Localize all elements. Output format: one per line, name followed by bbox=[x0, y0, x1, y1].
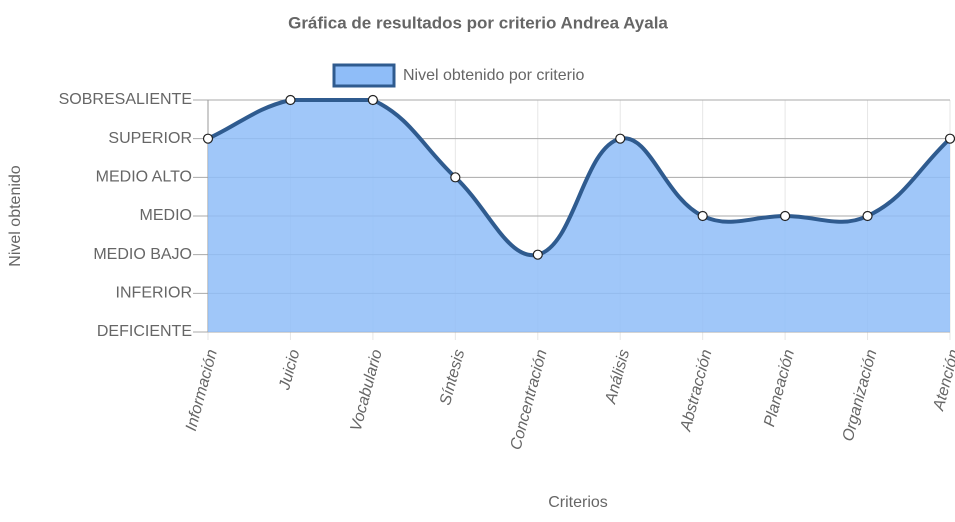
point bbox=[450, 172, 461, 183]
area bbox=[208, 100, 950, 332]
x-tick-label: Abstracción bbox=[677, 348, 715, 434]
x-tick-label: Planeación bbox=[761, 348, 798, 429]
line bbox=[207, 97, 952, 258]
x-tick-label: Vocabulario bbox=[348, 348, 386, 434]
y-tick-label: MEDIO BAJO bbox=[93, 246, 192, 263]
x-tick-label: Organización bbox=[840, 348, 881, 444]
point bbox=[780, 210, 791, 222]
x-tick-label: Atención bbox=[930, 348, 955, 414]
y-tick-label: SUPERIOR bbox=[108, 130, 192, 147]
x-tick-label: Juicio bbox=[276, 348, 303, 393]
point bbox=[367, 94, 378, 106]
point bbox=[202, 133, 214, 144]
point bbox=[944, 133, 955, 144]
y-tick-label: DEFICIENTE bbox=[97, 323, 192, 340]
legend-swatch bbox=[332, 63, 396, 88]
y-tick-label: MEDIO ALTO bbox=[96, 169, 192, 186]
point bbox=[862, 210, 873, 222]
x-axis-title: Criterios bbox=[548, 494, 608, 511]
y-axis-title: Nivel obtenido bbox=[7, 165, 24, 267]
point bbox=[285, 94, 296, 106]
x-tick-label: Síntesis bbox=[437, 348, 468, 407]
point bbox=[697, 210, 708, 222]
x-tick-label: Concentración bbox=[508, 348, 551, 452]
y-tick-label: INFERIOR bbox=[116, 285, 192, 302]
x-tick-label: Análisis bbox=[602, 348, 633, 407]
point bbox=[615, 133, 626, 144]
point bbox=[532, 249, 543, 260]
chart-title: Gráfica de resultados por criterio Andre… bbox=[288, 13, 668, 32]
x-tick-label: Información bbox=[183, 348, 221, 433]
legend-label: Nivel obtenido por criterio bbox=[403, 67, 585, 84]
y-tick-label: MEDIO bbox=[140, 207, 192, 224]
y-tick-label: SOBRESALIENTE bbox=[59, 91, 192, 108]
